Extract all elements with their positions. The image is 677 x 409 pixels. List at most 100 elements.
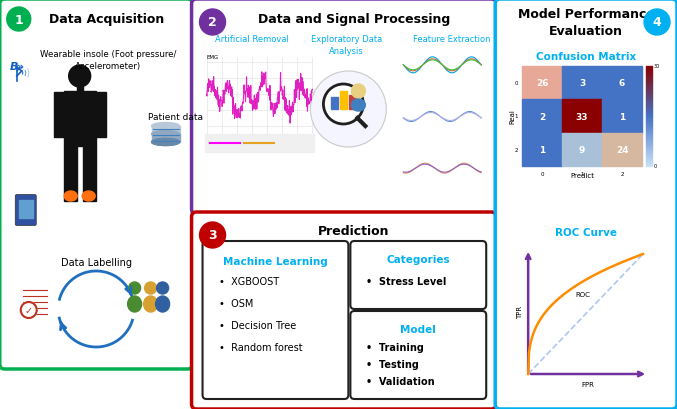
Bar xyxy=(401,40,483,195)
Bar xyxy=(522,133,562,166)
Bar xyxy=(349,96,356,110)
Bar xyxy=(646,95,652,97)
Circle shape xyxy=(324,85,364,125)
Text: 2: 2 xyxy=(208,16,217,29)
Text: FPR: FPR xyxy=(582,381,594,387)
Text: EMG: EMG xyxy=(206,55,219,60)
Bar xyxy=(646,89,652,91)
Bar xyxy=(152,127,179,135)
Ellipse shape xyxy=(152,139,179,146)
Bar xyxy=(646,159,652,161)
Bar xyxy=(646,99,652,101)
Text: Patient data: Patient data xyxy=(148,112,203,121)
Bar xyxy=(602,67,642,100)
Ellipse shape xyxy=(156,296,169,312)
Bar xyxy=(53,93,65,138)
Bar xyxy=(152,135,179,143)
Bar xyxy=(646,153,652,155)
Bar xyxy=(646,81,652,83)
Bar xyxy=(646,83,652,85)
Bar xyxy=(332,98,338,110)
Bar xyxy=(204,53,314,153)
Bar xyxy=(401,40,483,92)
Bar xyxy=(646,77,652,79)
Text: 3: 3 xyxy=(579,79,585,88)
Ellipse shape xyxy=(128,296,141,312)
Ellipse shape xyxy=(351,100,366,112)
Bar xyxy=(646,75,652,77)
Ellipse shape xyxy=(64,191,77,202)
Text: 1: 1 xyxy=(14,13,23,27)
Circle shape xyxy=(7,8,30,32)
Circle shape xyxy=(200,10,225,36)
Text: Artificial Removal: Artificial Removal xyxy=(215,35,288,44)
Bar xyxy=(95,93,106,138)
Text: 33: 33 xyxy=(576,112,588,121)
Text: TPR: TPR xyxy=(517,305,523,318)
Bar xyxy=(646,127,652,129)
Text: 0: 0 xyxy=(540,172,544,177)
FancyBboxPatch shape xyxy=(202,241,349,399)
Bar xyxy=(646,119,652,121)
Circle shape xyxy=(200,222,225,248)
Text: •  OSM: • OSM xyxy=(219,298,253,308)
Circle shape xyxy=(351,85,366,99)
Bar xyxy=(646,121,652,123)
Ellipse shape xyxy=(152,131,179,138)
Bar xyxy=(646,161,652,163)
Bar xyxy=(646,115,652,117)
Text: 6: 6 xyxy=(619,79,625,88)
Bar xyxy=(646,107,652,109)
Text: Model: Model xyxy=(400,324,436,334)
Text: Data Acquisition: Data Acquisition xyxy=(49,13,164,27)
Bar xyxy=(646,101,652,103)
Text: Wearable insole (Foot pressure/
Accelerometer): Wearable insole (Foot pressure/ Accelero… xyxy=(40,50,176,71)
Bar xyxy=(19,200,32,218)
Bar xyxy=(646,151,652,153)
Bar xyxy=(646,109,652,111)
Bar xyxy=(646,85,652,87)
Text: •  Validation: • Validation xyxy=(366,376,435,386)
Bar xyxy=(646,97,652,99)
Bar xyxy=(522,67,642,166)
Bar xyxy=(646,147,652,148)
Text: 0: 0 xyxy=(654,164,657,169)
Bar xyxy=(646,67,652,69)
Bar xyxy=(646,129,652,131)
Bar xyxy=(646,105,652,107)
Text: 2: 2 xyxy=(539,112,545,121)
Bar xyxy=(646,135,652,137)
Text: 0: 0 xyxy=(515,81,518,86)
Text: 24: 24 xyxy=(616,146,628,155)
Text: ✓: ✓ xyxy=(24,305,32,315)
Text: ROC Curve: ROC Curve xyxy=(555,227,617,237)
Text: 1: 1 xyxy=(619,112,625,121)
Bar xyxy=(646,131,652,133)
Bar xyxy=(64,92,95,147)
FancyBboxPatch shape xyxy=(16,195,37,226)
FancyBboxPatch shape xyxy=(351,241,486,309)
Bar xyxy=(602,133,642,166)
Text: 9: 9 xyxy=(579,146,586,155)
Text: Real: Real xyxy=(509,109,515,124)
Circle shape xyxy=(21,302,37,318)
Text: •  Training: • Training xyxy=(366,342,424,352)
Bar xyxy=(646,71,652,73)
Bar xyxy=(646,143,652,145)
Text: •  XGBOOST: • XGBOOST xyxy=(219,276,279,286)
Bar xyxy=(646,155,652,157)
Bar xyxy=(646,141,652,143)
Ellipse shape xyxy=(82,191,95,202)
Text: Model Performance
Evaluation: Model Performance Evaluation xyxy=(518,8,655,38)
Text: 1: 1 xyxy=(515,114,518,119)
FancyBboxPatch shape xyxy=(192,213,496,409)
Bar xyxy=(646,111,652,113)
Text: Data and Signal Processing: Data and Signal Processing xyxy=(258,12,450,25)
Bar xyxy=(646,79,652,81)
Text: •  Decision Tree: • Decision Tree xyxy=(219,320,296,330)
Text: Feature Extraction: Feature Extraction xyxy=(412,35,490,44)
Bar xyxy=(646,117,652,119)
Bar xyxy=(401,92,483,143)
Bar xyxy=(19,282,51,322)
Text: ROC: ROC xyxy=(575,291,590,297)
